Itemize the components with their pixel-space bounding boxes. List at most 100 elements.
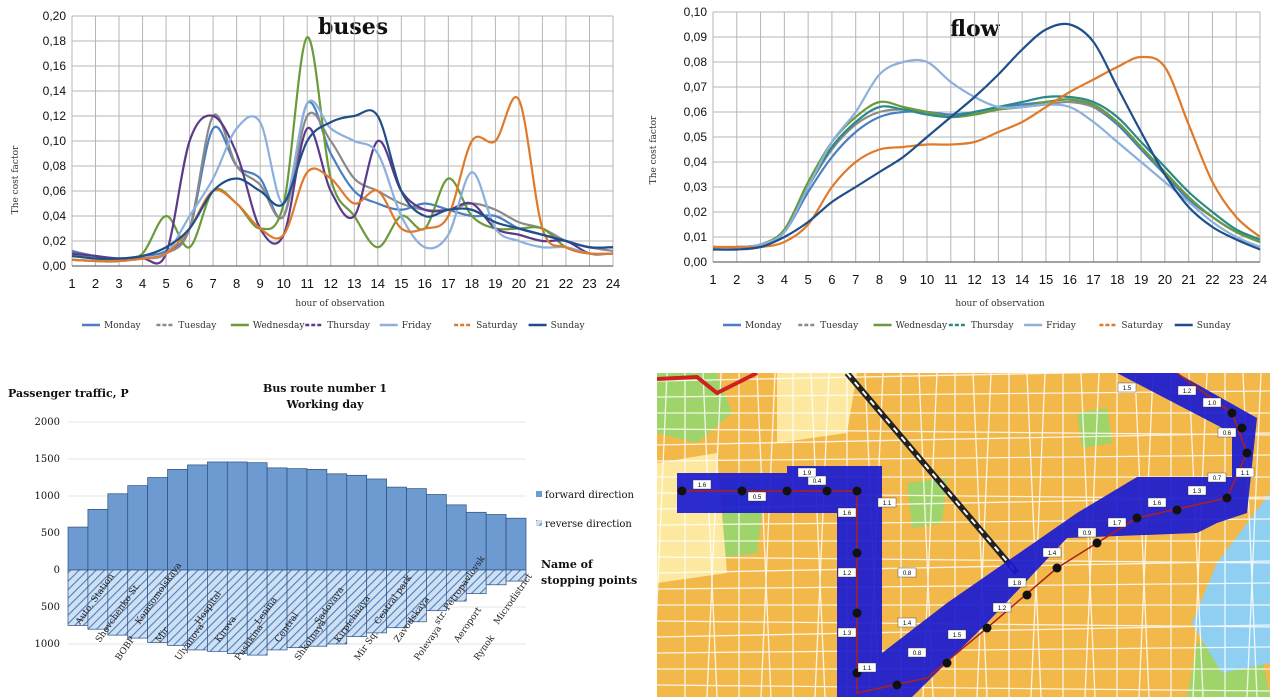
map-street bbox=[657, 432, 1270, 446]
legend-label: Friday bbox=[1046, 321, 1077, 331]
map-route-labels: 1.6 0.5 0.4 1.6 1.2 1.3 1.1 0.8 1.5 1.2 1.8 1.4 0.9 1… bbox=[692, 382, 1255, 673]
x-tick-label: 7 bbox=[210, 276, 217, 291]
map-route-label: 1.6 bbox=[843, 511, 852, 517]
y-tick-label: 1000 bbox=[35, 491, 60, 502]
x-tick-label: 15 bbox=[1039, 272, 1053, 287]
map-route-label: 1.4 bbox=[1048, 551, 1057, 557]
x-tick-label: 19 bbox=[488, 276, 502, 291]
map-route-label-box bbox=[992, 602, 1012, 613]
map-street bbox=[1138, 373, 1154, 697]
map-route-label-box bbox=[897, 567, 917, 578]
map-route-label: 0.9 bbox=[1083, 531, 1092, 537]
legend-label: Thursday bbox=[971, 321, 1015, 331]
map-street bbox=[657, 582, 1270, 590]
legend-label: Tuesday bbox=[178, 321, 217, 331]
bar-reverse bbox=[505, 569, 527, 582]
y-tick-label: 0,18 bbox=[43, 34, 67, 48]
map-route-label-box bbox=[877, 497, 897, 508]
map-route-label-box bbox=[1107, 517, 1127, 528]
x-tick-label: 7 bbox=[852, 272, 859, 287]
x-tick-label: 18 bbox=[1110, 272, 1124, 287]
y-tick-label: 0,16 bbox=[43, 59, 67, 73]
map-route-label-box bbox=[1187, 485, 1207, 496]
legend-forward-swatch bbox=[536, 491, 542, 497]
y-tick-label: 0,02 bbox=[684, 205, 708, 219]
y-tick-label: 0,06 bbox=[684, 105, 708, 119]
map-street bbox=[657, 556, 1270, 564]
map-route-label: 1.1 bbox=[1241, 471, 1250, 477]
x-tick-label: 13 bbox=[347, 276, 361, 291]
x-tick-label: 6 bbox=[186, 276, 193, 291]
x-tick-label: 4 bbox=[781, 272, 788, 287]
bar-forward bbox=[246, 462, 268, 571]
map-route-label: 1.6 bbox=[698, 483, 707, 489]
bar-forward bbox=[107, 493, 129, 571]
chart-passenger-subtitle: Working day bbox=[285, 398, 364, 411]
map-stop-marker bbox=[822, 486, 832, 496]
map-route-label: 0.8 bbox=[903, 571, 912, 577]
y-tick-label: 0,05 bbox=[684, 130, 708, 144]
map-route-label: 0.7 bbox=[1213, 476, 1222, 482]
bar-forward bbox=[445, 504, 467, 571]
chart-passenger-ylabel: Passenger traffic, P bbox=[8, 387, 129, 400]
x-tick-label: 24 bbox=[606, 276, 620, 291]
y-tick-label: 0,06 bbox=[43, 184, 67, 198]
map-route-label: 0.8 bbox=[913, 651, 922, 657]
legend-stops-label: Name of bbox=[541, 558, 594, 571]
chart-flow-legend: Monday Tuesday Wednesday Thursday Friday Satu… bbox=[723, 321, 1232, 331]
map-street bbox=[657, 373, 1099, 382]
map-street bbox=[972, 373, 988, 697]
map-route-label-box bbox=[1202, 397, 1222, 408]
chart-flow-xlabel: hour of observation bbox=[955, 299, 1045, 309]
legend-label: Monday bbox=[104, 321, 142, 331]
map-street bbox=[1192, 373, 1208, 697]
x-tick-label: 6 bbox=[828, 272, 835, 287]
map-street bbox=[1030, 373, 1046, 697]
map-route-label-box bbox=[1207, 472, 1227, 483]
map-route-label: 1.3 bbox=[843, 631, 852, 637]
map-street bbox=[657, 684, 1270, 692]
x-tick-label: 14 bbox=[371, 276, 385, 291]
chart-buses-series bbox=[71, 36, 614, 265]
x-tick-label: 17 bbox=[1086, 272, 1100, 287]
chart-passenger-title: Bus route number 1 bbox=[263, 382, 387, 395]
x-tick-label: 18 bbox=[465, 276, 479, 291]
map-stop-marker bbox=[1242, 448, 1252, 458]
map-route-label: 1.5 bbox=[953, 633, 962, 639]
map-stop-marker bbox=[1132, 513, 1142, 523]
x-tick-label: 15 bbox=[394, 276, 408, 291]
map-route-label: 1.2 bbox=[843, 571, 852, 577]
x-tick-label: 23 bbox=[1229, 272, 1243, 287]
legend-label: Thursday bbox=[327, 321, 371, 331]
map-route-label: 1.2 bbox=[1183, 389, 1192, 395]
map-street bbox=[814, 373, 830, 697]
x-tick-label: 2 bbox=[92, 276, 99, 291]
x-tick-label: 11 bbox=[300, 276, 314, 291]
legend-forward-label: forward direction bbox=[545, 490, 635, 501]
map-route-label-box bbox=[807, 475, 827, 486]
legend-label: Wednesday bbox=[253, 321, 305, 331]
chart-flow: flow The cost factor hour of observation… bbox=[649, 5, 1268, 331]
map-street bbox=[702, 373, 718, 697]
map-route-label: 1.3 bbox=[1193, 489, 1202, 495]
map-route-label-box bbox=[1117, 382, 1137, 393]
chart-flow-ylabel: The cost factor bbox=[649, 115, 659, 184]
bar-forward bbox=[67, 526, 89, 571]
bar-forward bbox=[346, 474, 368, 571]
map-route-zone bbox=[677, 373, 1257, 697]
map-stop-marker bbox=[1092, 538, 1102, 548]
map-street bbox=[657, 646, 1270, 654]
legend-label: Saturday bbox=[1121, 321, 1163, 331]
bar-reverse bbox=[286, 569, 308, 649]
y-tick-label: 0,03 bbox=[684, 180, 708, 194]
map-street bbox=[1026, 373, 1042, 697]
x-tick-label: 16 bbox=[418, 276, 432, 291]
series-line-wednesday bbox=[712, 98, 1261, 249]
chart-flow-axis: 0,00 0,01 0,02 0,03 0,04 0,05 0,06 0,07 0,08 0,09… bbox=[684, 5, 1268, 287]
y-tick-label: 0,04 bbox=[684, 155, 708, 169]
map-stop-marker bbox=[1237, 423, 1247, 433]
map-route-label: 1.5 bbox=[1123, 386, 1132, 392]
legend-label: Wednesday bbox=[896, 321, 948, 331]
map-street bbox=[810, 373, 826, 697]
map-route-label: 1.9 bbox=[803, 471, 812, 477]
